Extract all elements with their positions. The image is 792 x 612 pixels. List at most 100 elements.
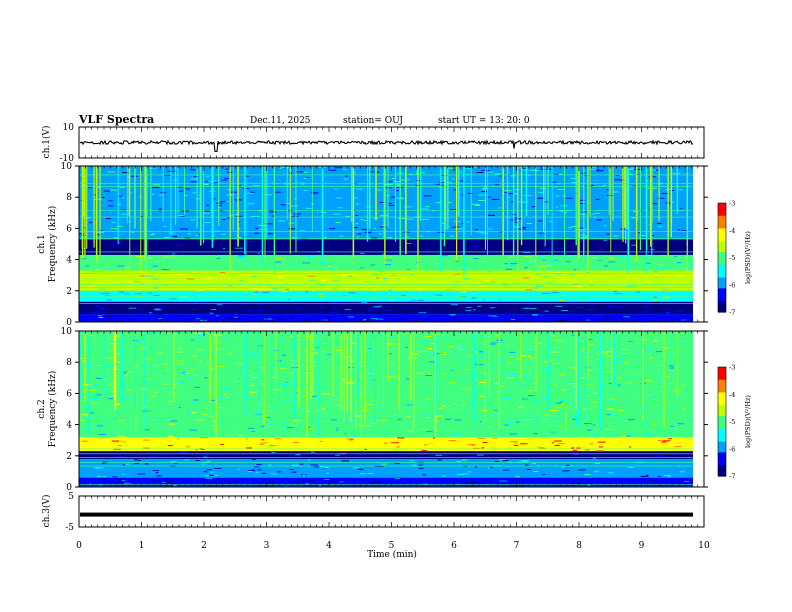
ch1-spectrogram-band (79, 301, 693, 315)
figure-title: VLF Spectra (78, 113, 154, 126)
colorbar-segment (718, 410, 726, 414)
ch1-spectrogram-texture (589, 280, 592, 282)
ch2-spectrogram-texture (423, 395, 429, 397)
ch2-spectrogram-texture (405, 433, 408, 435)
ch2-spectrogram-texture (255, 423, 263, 425)
ch1-spectrogram-texture (130, 302, 134, 304)
ch1-spectrogram-texture (321, 319, 328, 321)
ch1-spectrogram-texture (613, 268, 621, 270)
ch1-spectrogram-texture (231, 191, 240, 193)
ch1-spectrogram-texture (390, 196, 398, 198)
ch1-spectrogram-texture (220, 272, 226, 274)
ch2-spectrogram-texture (474, 351, 480, 353)
ch1-spectrogram-texture (619, 256, 627, 258)
ch1-spectrogram-texture (280, 291, 289, 293)
ch2-spectrogram-texture (388, 343, 393, 345)
colorbar-tick-label: -5 (729, 418, 735, 426)
ch2-spectrogram-texture (488, 467, 491, 469)
ch1-spectrogram-texture (398, 306, 403, 308)
ch1-spectrogram-texture (328, 281, 334, 283)
ch2-spectrogram-texture (554, 440, 562, 442)
ch1-spectrogram-texture (633, 260, 637, 262)
ch2-spectrogram-texture (246, 378, 255, 380)
ch1-spectrogram-texture (510, 263, 518, 265)
ch1-spectrogram-texture (454, 273, 461, 275)
ch2-spectrogram-texture (561, 389, 567, 391)
ch1-spectrogram-texture (508, 193, 514, 195)
ch2-spectrogram-texture (601, 332, 606, 334)
ch1-spectrogram-texture (475, 229, 478, 231)
ch2-spectrogram-texture (672, 358, 679, 360)
ch2-spectrogram-texture (316, 347, 320, 349)
ch1-spectrogram-texture (112, 312, 117, 314)
ch2-spectrogram-texture (189, 370, 194, 372)
colorbar-segment (718, 226, 726, 230)
ch2-spectrogram-texture (196, 337, 204, 339)
ch2-spectrogram-texture (273, 439, 278, 441)
ch1-spectrogram-texture (463, 278, 470, 280)
colorbar-segment (718, 381, 726, 384)
colorbar-segment (718, 412, 726, 415)
ch2-spectrogram-texture (308, 381, 316, 383)
ch2-spectrogram-texture (308, 357, 316, 359)
ch2-spectrogram-texture (162, 363, 168, 365)
ch2-spectrogram-texture (320, 359, 329, 361)
ch1-spectrogram-texture (394, 298, 401, 300)
ch2-spectrogram-texture (199, 447, 203, 449)
ch1-spectrogram-texture (488, 307, 496, 309)
ch1-spectrogram-texture (145, 275, 154, 277)
ch2-spectrogram-texture (603, 333, 608, 335)
ch1-spectrogram-texture (210, 279, 213, 281)
ch2-spectrogram-texture (450, 380, 459, 382)
ch2-spectrogram-texture (373, 379, 377, 381)
ch2-spectrogram-texture (603, 385, 607, 387)
ch1-spectrogram-texture (471, 245, 480, 247)
ch2-spectrogram-texture (418, 467, 424, 469)
ch1-spectrogram-texture (246, 240, 254, 242)
ch2-spectrogram-texture (313, 433, 321, 435)
ch2-spectrogram-texture (561, 466, 565, 468)
ch2-spec-ylabel-channel: ch.2 (37, 399, 47, 418)
ch2-spectrogram-texture (569, 367, 577, 369)
ch2-spectrogram-texture (559, 340, 564, 342)
ch2-spectrogram-texture (617, 384, 622, 386)
ch2-spectrogram-texture (542, 469, 546, 471)
ch2-spectrogram-texture (339, 481, 344, 483)
ch2-spectrogram-texture (319, 350, 328, 352)
ch2-spectrogram-texture (608, 365, 612, 367)
ch2-spectrogram-texture (422, 428, 427, 430)
ch1-spectrogram-texture (189, 219, 196, 221)
ch1-spectrogram-texture (203, 184, 209, 186)
ch1-spectrogram-texture (545, 265, 553, 267)
ch1-spectrogram-texture (504, 192, 507, 194)
ch2-spectrogram-texture (494, 460, 499, 462)
ch2-spectrogram-texture (271, 451, 275, 453)
ch1-spectrogram-texture (157, 279, 162, 281)
ch2-spectrogram-texture (153, 446, 161, 448)
ch1-spectrogram-texture (494, 307, 498, 309)
ch2-spectrogram-texture (644, 358, 648, 360)
ch1-spectrogram-texture (596, 209, 603, 211)
colorbar-segment (718, 466, 726, 470)
ch1-spectrogram-texture (637, 296, 643, 298)
ch1-spectrogram-texture (205, 176, 210, 178)
ch1-spectrogram-texture (226, 217, 230, 219)
ch1-spectrogram-texture (663, 249, 668, 251)
ch2-spectrogram-texture (80, 414, 88, 416)
ch2-spectrogram-texture (87, 335, 94, 337)
ch1-spectrogram-texture (398, 217, 407, 219)
ch1-spectrogram-texture (500, 314, 508, 316)
ch1-spectrogram-texture (664, 183, 668, 185)
ch1-spectrogram-texture (86, 286, 95, 288)
ch1-spectrogram-texture (256, 249, 264, 251)
ch2-spectrogram-texture (399, 374, 404, 376)
ch2-spectrogram-texture (453, 433, 460, 435)
ch2-spectrogram-texture (506, 377, 515, 379)
ch1-spectrogram-texture (591, 184, 594, 186)
ch1-spectrogram-texture (145, 263, 153, 265)
ch1-spectrogram-texture (238, 237, 242, 239)
ch2-spectrogram-texture (249, 406, 257, 408)
ch2-spectrogram-texture (97, 425, 104, 427)
ch1-spectrogram-texture (541, 292, 550, 294)
ch2-spectrogram-texture (327, 445, 330, 447)
